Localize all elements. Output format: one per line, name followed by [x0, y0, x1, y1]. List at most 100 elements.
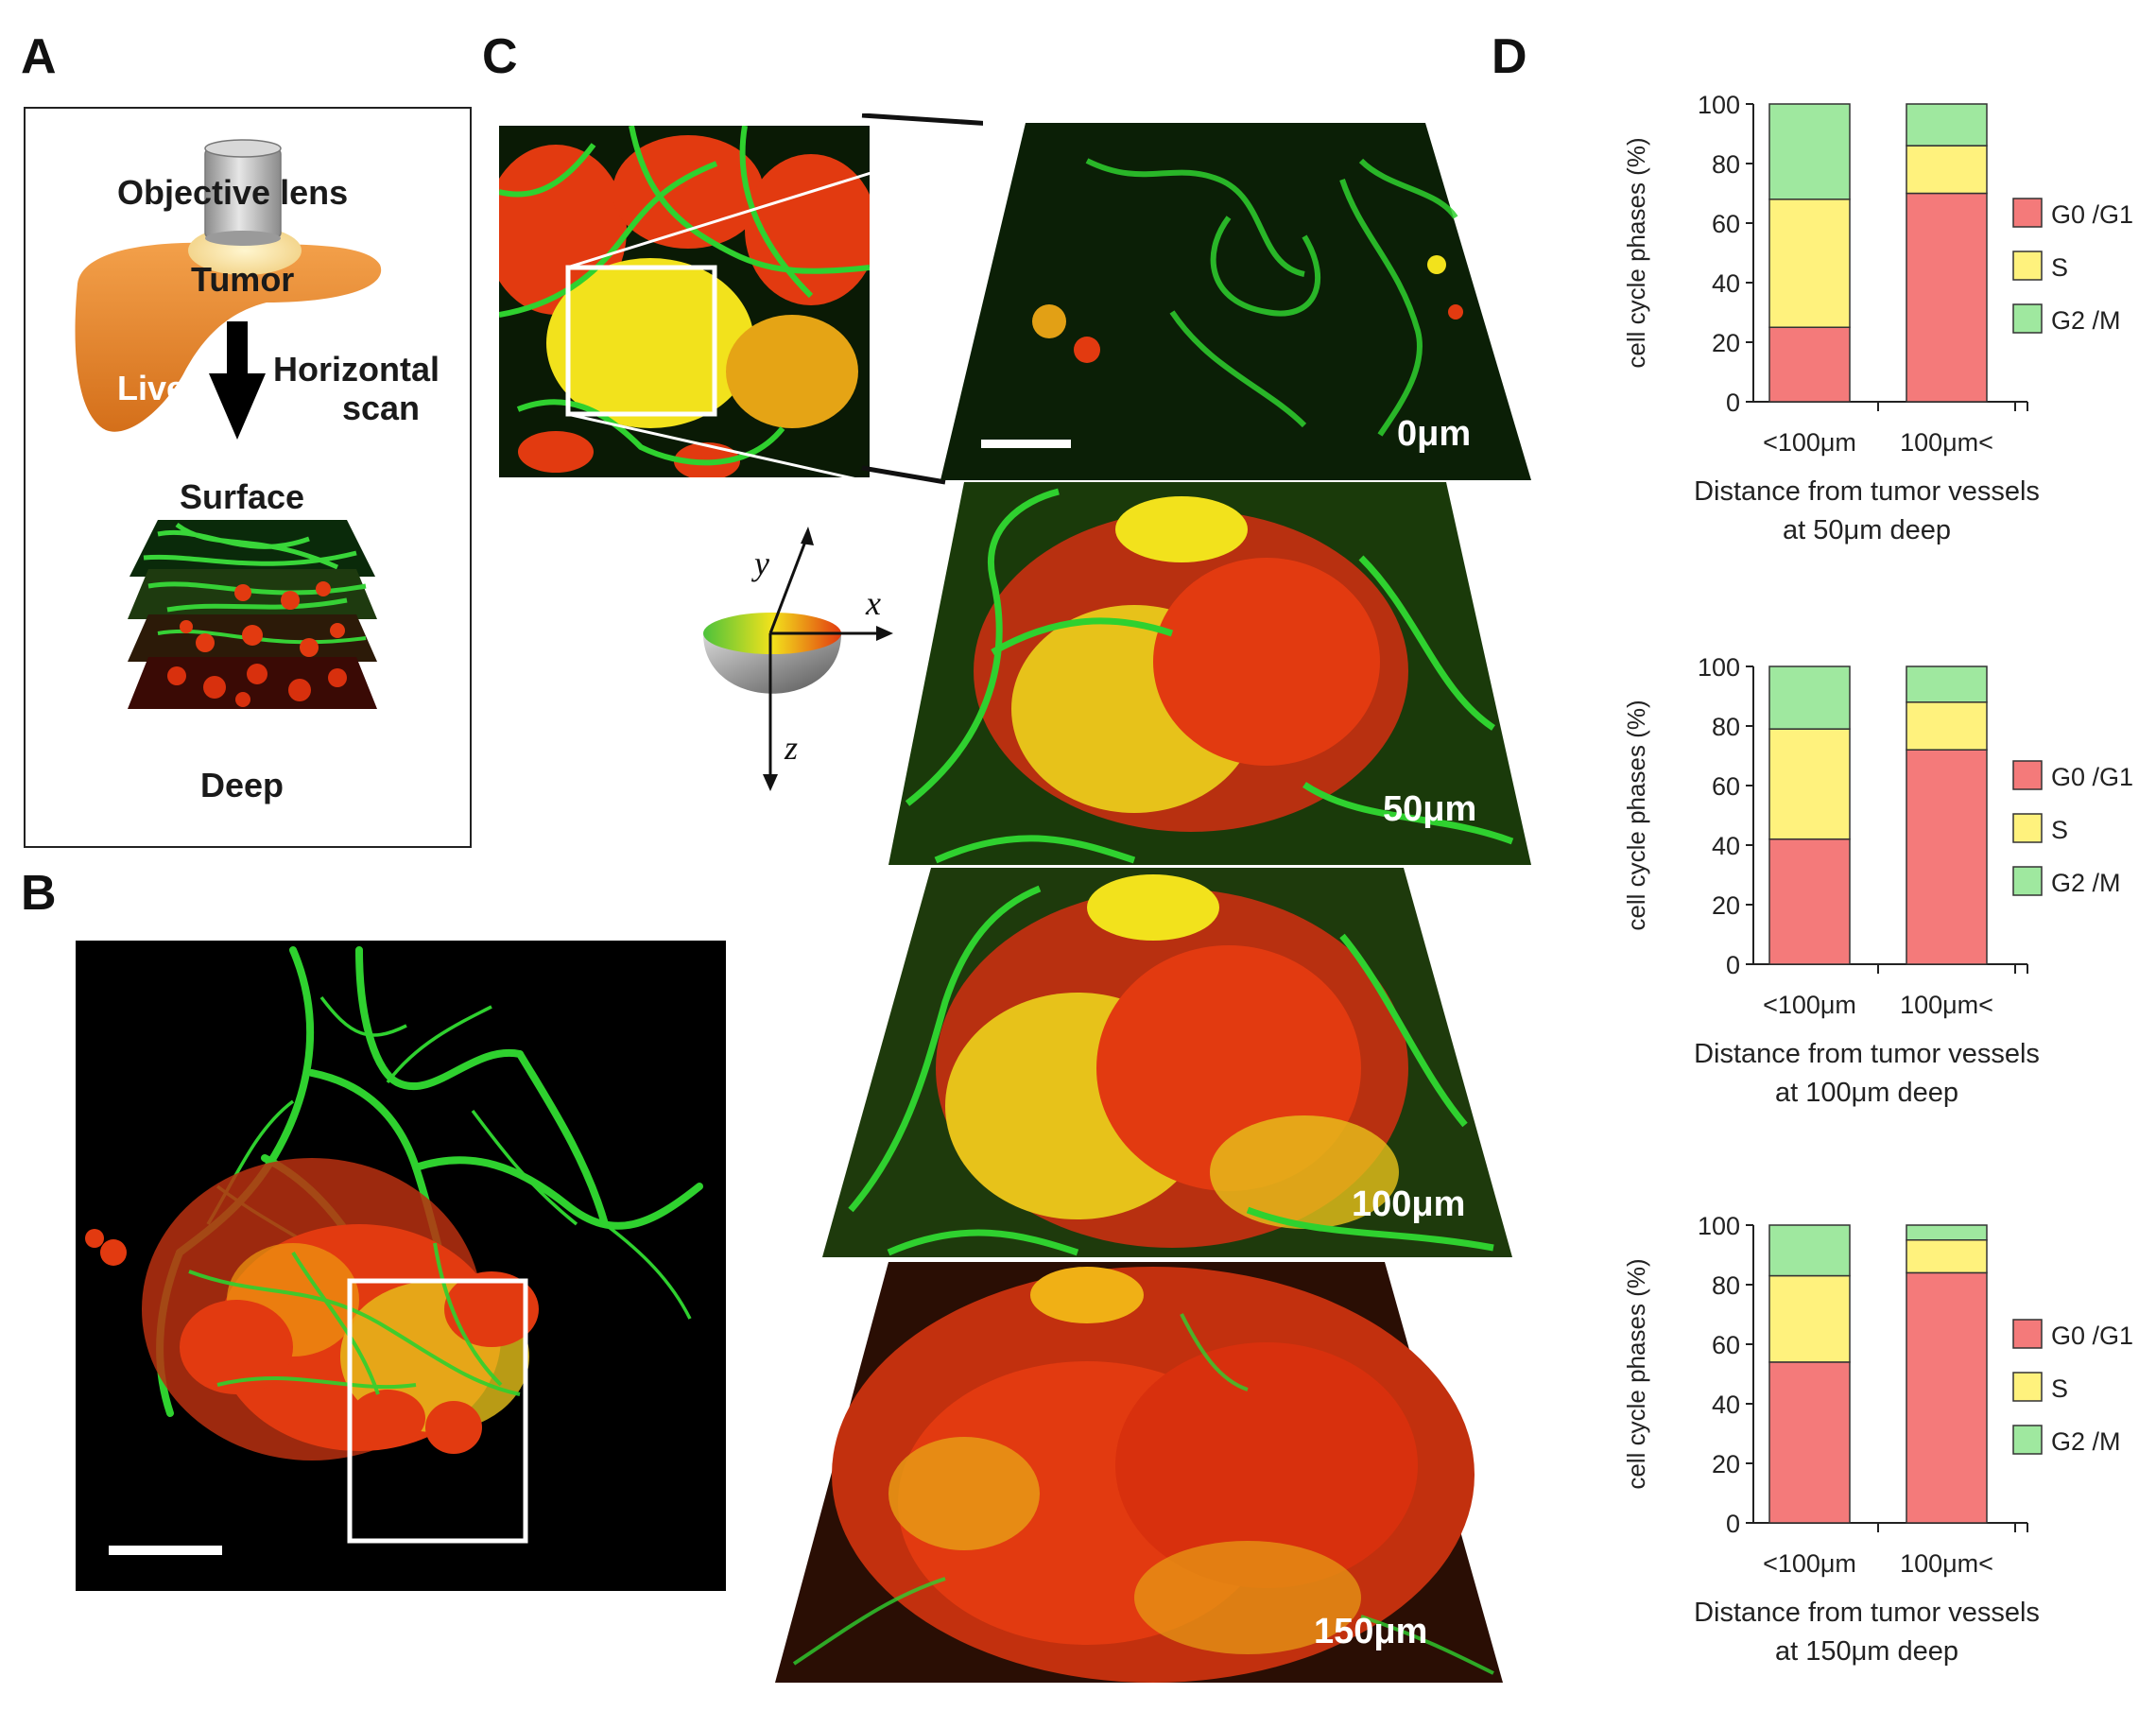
x-tick-label: 100μm< [1900, 428, 1993, 457]
y-tick-label: 100 [1698, 91, 1740, 119]
legend-label: G0 /G1 [2051, 763, 2133, 791]
depth-label-50um: 50μm [1383, 789, 1477, 829]
bar-segment [1906, 1271, 1988, 1524]
legend-label: S [2051, 1374, 2068, 1403]
y-tick-label: 80 [1712, 1271, 1740, 1300]
x-tick-label: <100μm [1763, 1549, 1856, 1578]
bar-segment [1768, 1274, 1851, 1363]
bar-segment [1906, 103, 1988, 147]
schematic-drawing [75, 139, 382, 709]
legend-swatch [2012, 1319, 2043, 1349]
y-tick-label: 80 [1712, 713, 1740, 741]
chart-caption-line2: at 150μm deep [1774, 1635, 1959, 1667]
y-tick-label: 100 [1698, 1212, 1740, 1240]
liver-label: Liver [117, 369, 199, 407]
legend-swatch [2012, 303, 2043, 334]
y-tick-label: 40 [1712, 269, 1740, 298]
scan-label-line1: Horizontal [273, 350, 440, 389]
chart-caption-line2: at 50μm deep [1783, 514, 1951, 545]
x-tick-label: <100μm [1763, 991, 1856, 1019]
bar-segment [1906, 749, 1988, 965]
y-tick-label: 0 [1726, 389, 1740, 417]
axis-z-label: z [785, 729, 799, 767]
y-tick-label: 40 [1712, 1391, 1740, 1419]
surface-label: Surface [180, 477, 305, 516]
y-tick-label: 60 [1712, 1331, 1740, 1359]
legend-label: G0 /G1 [2051, 200, 2133, 229]
bar-segment [1768, 838, 1851, 965]
chart-caption-line1: Distance from tumor vessels [1694, 1039, 2040, 1069]
x-tick-label: 100μm< [1900, 1549, 1993, 1578]
bar-segment [1768, 1361, 1851, 1524]
bar-segment [1768, 728, 1851, 840]
y-tick-label: 0 [1726, 951, 1740, 979]
legend-swatch [2012, 251, 2043, 281]
liver-shape [75, 242, 382, 432]
chart-caption-line2: at 100μm deep [1774, 1077, 1959, 1108]
tumor-label: Tumor [191, 260, 295, 299]
bar-segment [1906, 145, 1988, 195]
scale-bar-c [981, 440, 1071, 448]
bar-segment [1906, 1224, 1988, 1241]
zoom-lines [566, 113, 983, 485]
chart-1 [1746, 665, 2043, 974]
bar-segment [1768, 103, 1851, 200]
legend-label: G2 /M [2051, 1427, 2121, 1456]
axis-y-label: y [754, 544, 769, 582]
panel-a-schematic: Objective lens Tumor Liver Horizontal sc… [24, 107, 472, 848]
panel-d-charts: 0 20 40 60 80 100 cell cycle phases (%) <100μm 1… [1607, 76, 2136, 1702]
legend-label: S [2051, 816, 2068, 844]
legend-swatch [2012, 1425, 2043, 1455]
objective-lens-label: Objective lens [117, 173, 349, 212]
y-tick-label: 20 [1712, 891, 1740, 920]
bar-segment [1906, 192, 1988, 403]
slice-150um [775, 1262, 1503, 1683]
horizontal-scan-label: Horizontal scan [273, 350, 440, 428]
y-tick-label: 80 [1712, 150, 1740, 179]
y-tick-label: 60 [1712, 210, 1740, 238]
scan-arrow-icon [209, 321, 266, 440]
chart-caption: Distance from tumor vessels at 100μm deep [1673, 1035, 2061, 1112]
slice-stack-icon [128, 520, 377, 709]
scan-label-line2: scan [341, 389, 421, 428]
depth-label-0um: 0μm [1397, 414, 1472, 454]
depth-slice-stack: 0μm 50μm 100μm 150μm [775, 123, 1531, 1692]
y-tick-label: 40 [1712, 832, 1740, 860]
bar-segment [1906, 665, 1988, 703]
bar-segment [1768, 1224, 1851, 1277]
deep-label: Deep [200, 766, 285, 804]
legend-swatch [2012, 813, 2043, 843]
panel-letter-b: B [21, 866, 57, 921]
legend-label: S [2051, 253, 2068, 282]
panel-letter-c: C [482, 29, 518, 84]
cell-cycle-charts: 0 20 40 60 80 100 cell cycle phases (%) <100μm 1… [1622, 91, 2133, 1578]
micrograph-c-inset [485, 125, 877, 480]
axis-orientation-diagram: y x z [690, 525, 907, 799]
bar-segment [1768, 665, 1851, 730]
chart-caption-line1: Distance from tumor vessels [1694, 1598, 2040, 1628]
legend-swatch [2012, 866, 2043, 896]
chart-0 [1746, 103, 2043, 411]
depth-label-150um: 150μm [1314, 1612, 1428, 1651]
x-tick-label: <100μm [1763, 428, 1856, 457]
bar-segment [1906, 1239, 1988, 1274]
panel-letter-d: D [1492, 29, 1527, 84]
y-axis-label: cell cycle phases (%) [1622, 1258, 1650, 1489]
chart-caption-line1: Distance from tumor vessels [1694, 476, 2040, 507]
hemisphere-axes [703, 527, 893, 791]
chart-caption: Distance from tumor vessels at 50μm deep [1673, 473, 2061, 549]
scale-bar-b [109, 1546, 222, 1555]
slice-0um [940, 123, 1531, 480]
chart-caption: Distance from tumor vessels at 150μm deep [1673, 1594, 2061, 1670]
depth-slices-image [775, 123, 1531, 1683]
inset-box-c [565, 265, 717, 417]
slice-100um [822, 868, 1512, 1257]
y-axis-label: cell cycle phases (%) [1622, 700, 1650, 930]
bar-segment [1768, 199, 1851, 328]
y-tick-label: 20 [1712, 329, 1740, 357]
bar-segment [1768, 326, 1851, 403]
legend-label: G2 /M [2051, 306, 2121, 335]
bar-segment [1906, 701, 1988, 751]
legend-label: G0 /G1 [2051, 1322, 2133, 1350]
legend-label: G2 /M [2051, 869, 2121, 897]
